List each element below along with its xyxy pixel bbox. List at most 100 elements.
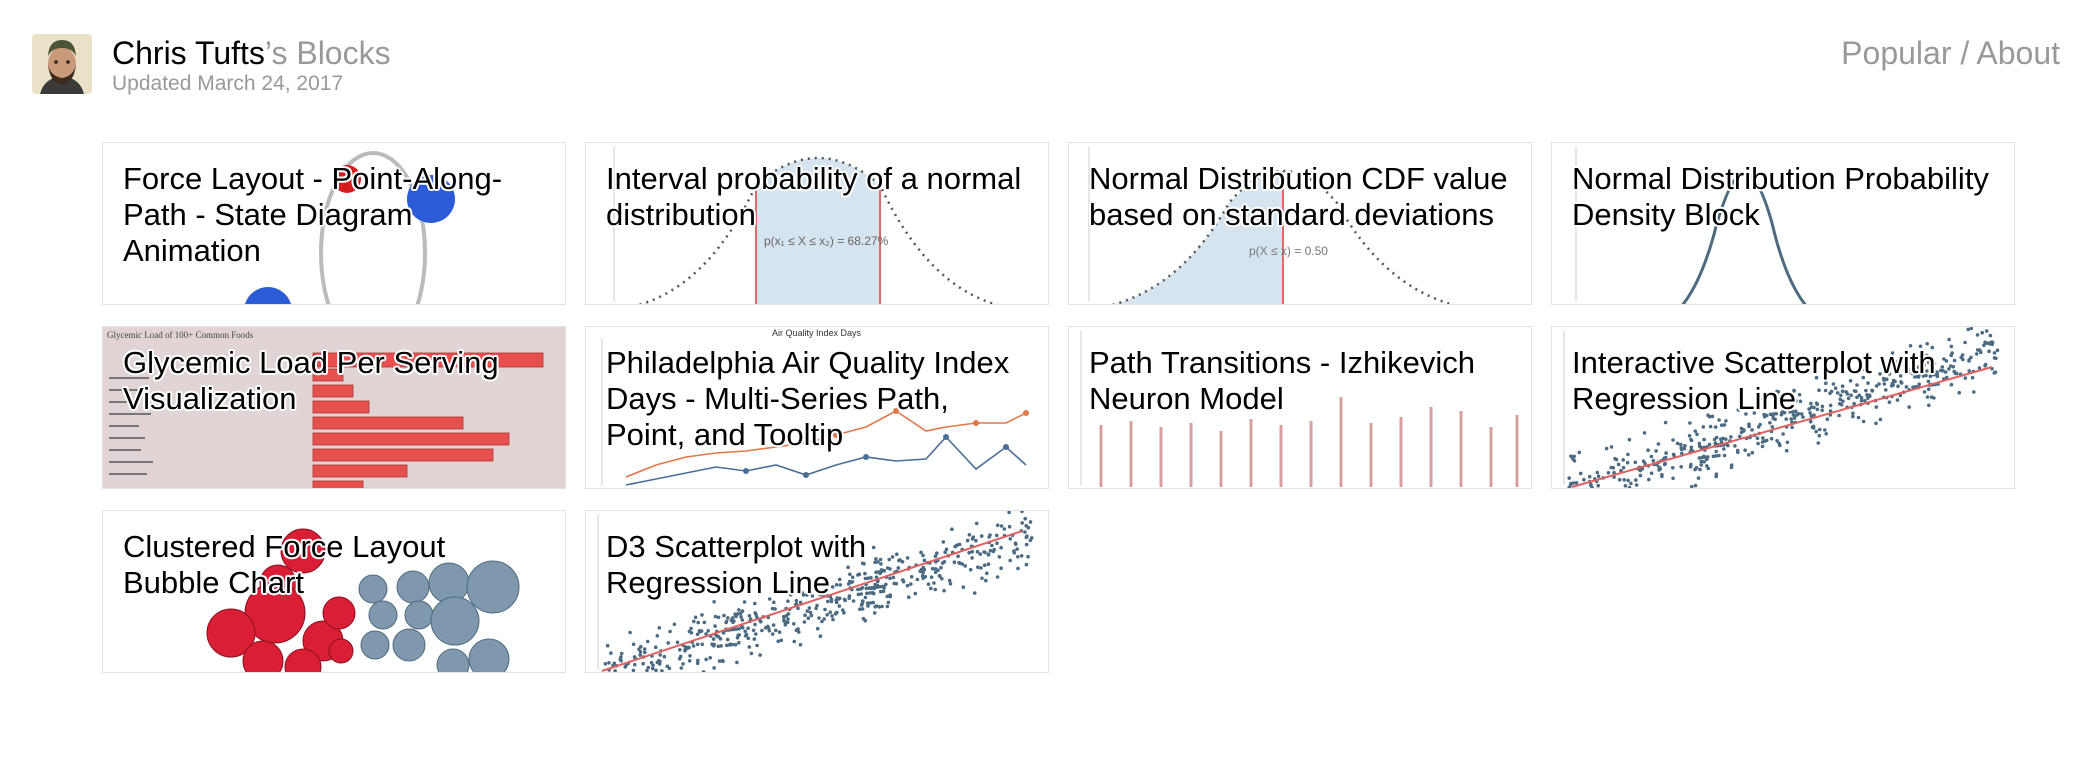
- block-card-d3-scatterplot[interactable]: D3 Scatterplot with Regression Line: [585, 510, 1049, 673]
- block-card-interactive-scatterplot[interactable]: Interactive Scatterplot with Regression …: [1551, 326, 2015, 489]
- scatter-point: [1024, 542, 1029, 547]
- scatter-point: [1839, 393, 1843, 398]
- scatter-point: [961, 585, 966, 589]
- block-title: Path Transitions - Izhikevich Neuron Mod…: [1089, 345, 1475, 416]
- scatter-point: [880, 604, 884, 609]
- scatter-point: [749, 651, 754, 656]
- updated-link[interactable]: Updated March 24, 2017: [112, 72, 344, 95]
- scatter-point: [1851, 414, 1855, 419]
- scatter-point: [1817, 427, 1822, 432]
- scatter-point: [623, 665, 627, 669]
- scatter-point: [818, 634, 823, 638]
- blocks-label: ’s Blocks: [264, 35, 391, 71]
- scatter-point: [1702, 460, 1706, 464]
- block-card-interval-probability[interactable]: p(x₁ ≤ X ≤ x₂) = 68.27% Interval probabi…: [585, 142, 1049, 305]
- scatter-point: [929, 586, 933, 591]
- scatter-point: [1020, 511, 1024, 514]
- scatter-point: [875, 585, 880, 589]
- scatter-point: [747, 645, 752, 649]
- scatter-point: [794, 598, 799, 603]
- block-card-air-quality[interactable]: Air Quality Index Days Philadelphia Air …: [585, 326, 1049, 489]
- scatter-point: [1710, 414, 1715, 419]
- nav-about-link[interactable]: About: [1976, 35, 2060, 71]
- scatter-point: [1788, 410, 1792, 414]
- block-card-force-layout[interactable]: Force Layout - Point-Along-Path - State …: [102, 142, 566, 305]
- scatter-point: [753, 622, 757, 627]
- scatter-point: [766, 624, 770, 629]
- scatter-point: [711, 637, 716, 641]
- scatter-point: [1906, 370, 1911, 374]
- scatter-point: [1931, 365, 1936, 370]
- scatter-point: [1023, 530, 1027, 534]
- scatter-point: [842, 611, 846, 615]
- scatter-point: [1949, 382, 1954, 387]
- scatter-point: [834, 600, 839, 605]
- scatter-point: [856, 587, 860, 592]
- scatter-point: [786, 599, 790, 603]
- scatter-point: [1851, 411, 1855, 416]
- scatter-point: [678, 654, 683, 659]
- scatter-point: [1784, 448, 1789, 453]
- scatter-point: [1837, 413, 1841, 418]
- scatter-point: [1679, 442, 1683, 447]
- scatter-point: [1626, 478, 1630, 483]
- nav-popular-link[interactable]: Popular: [1841, 35, 1952, 71]
- scatter-point: [1782, 398, 1787, 403]
- scatter-point: [1622, 478, 1626, 482]
- scatter-point: [1814, 429, 1818, 434]
- scatter-point: [1582, 477, 1586, 482]
- scatter-point: [1587, 474, 1592, 479]
- scatter-point: [1948, 364, 1953, 368]
- block-card-glycemic-load[interactable]: Glycemic Load of 100+ Common Foods Gl: [102, 326, 566, 489]
- owner-link[interactable]: Chris Tufts: [112, 35, 265, 71]
- scatter-point: [960, 562, 964, 566]
- scatter-point: [1790, 425, 1794, 430]
- block-title: D3 Scatterplot with Regression Line: [606, 529, 867, 600]
- scatter-point: [1649, 454, 1654, 459]
- scatter-point: [878, 557, 883, 562]
- scatter-point: [730, 642, 735, 647]
- scatter-point: [1634, 478, 1638, 482]
- scatter-point: [740, 626, 745, 630]
- scatter-point: [737, 608, 741, 612]
- scatter-point: [1750, 428, 1754, 432]
- scatter-point: [843, 598, 847, 603]
- scatter-point: [779, 638, 784, 643]
- scatter-point: [1675, 441, 1680, 446]
- scatter-point: [717, 659, 722, 663]
- scatter-point: [846, 565, 850, 570]
- graph-node: [407, 175, 455, 223]
- scatter-point: [1743, 448, 1747, 452]
- scatter-point: [1840, 389, 1845, 393]
- scatter-point: [1634, 483, 1639, 487]
- scatter-point: [794, 628, 799, 632]
- scatter-point: [1992, 351, 1997, 355]
- scatter-point: [1020, 521, 1024, 525]
- block-card-normal-pdf[interactable]: Normal Distribution Probability Density …: [1551, 142, 2015, 305]
- scatter-point: [1799, 412, 1804, 416]
- scatter-point: [687, 659, 692, 663]
- scatter-point: [790, 583, 794, 588]
- scatter-point: [1026, 525, 1031, 530]
- scatter-point: [796, 606, 800, 611]
- scatter-point: [1856, 415, 1861, 420]
- scatter-point: [1823, 388, 1828, 393]
- scatter-point: [696, 620, 700, 625]
- scatter-point: [1791, 409, 1795, 414]
- avatar[interactable]: [32, 34, 92, 94]
- scatter-point: [742, 600, 747, 604]
- scatter-point: [1779, 412, 1784, 417]
- scatter-point: [746, 626, 750, 630]
- scatter-point: [1755, 436, 1760, 440]
- block-card-clustered-bubble[interactable]: Clustered Force Layout Bubble Chart: [102, 510, 566, 673]
- block-card-normal-cdf[interactable]: p(X ≤ x) = 0.50 Normal Distribution CDF …: [1068, 142, 1532, 305]
- scatter-point: [1660, 472, 1664, 477]
- block-card-path-transitions[interactable]: Path Transitions - Izhikevich Neuron Mod…: [1068, 326, 1532, 489]
- scatter-point: [850, 580, 855, 584]
- scatter-point: [1969, 327, 1974, 331]
- scatter-point: [1815, 402, 1820, 407]
- scatter-point: [1619, 468, 1623, 473]
- scatter-point: [1921, 368, 1926, 372]
- scatter-point: [1988, 333, 1993, 338]
- scatter-point: [1689, 445, 1694, 450]
